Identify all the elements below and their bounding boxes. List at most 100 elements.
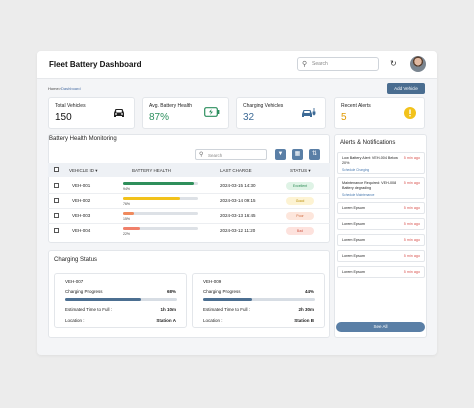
col-vehicle-id[interactable]: VEHICLE ID ▾ [69,168,98,174]
alert-item[interactable]: Lorem Epsum 5 min ago [337,218,425,230]
charging-progress-fill [203,298,253,301]
alert-action-link[interactable]: Schedule Maintenance [342,193,375,197]
row-checkbox[interactable] [54,213,59,218]
columns-button[interactable]: ▦ [292,149,303,160]
health-bar [123,227,198,230]
add-vehicle-button[interactable]: Add Vehicle [387,83,425,94]
alert-text: Lorem Epsum [342,222,365,226]
alert-text: Lorem Epsum [342,254,365,258]
select-all-checkbox[interactable] [54,167,59,172]
health-bar [123,212,198,215]
sort-button[interactable]: ⇅ [309,149,320,160]
alert-action-link[interactable]: Schedule Charging [342,168,370,172]
alerts-title: Alerts & Notifications [340,140,396,146]
kpi-label: Total Vehicles [55,103,86,109]
kpi-value: 87% [149,112,170,123]
health-bar-fill [123,227,140,230]
location-value: Station B [294,318,314,323]
charging-card[interactable]: VEH-009 Charging Progress 44% Estimated … [192,273,325,328]
charging-progress-fill [65,298,142,301]
breadcrumb-home[interactable]: Home [48,86,59,91]
last-charge: 2024-03-15 14:30 [220,183,256,188]
dashboard-window: Fleet Battery Dashboard ⚲ Search ↻ Home>… [37,51,437,355]
col-last-charge[interactable]: LAST CHARGE [220,168,252,173]
table-row[interactable]: VEH-003 15% 2024-03-13 16:45 Poor [48,209,330,224]
est-value: 1h 10m [160,307,176,312]
alert-text: Lorem Epsum [342,238,365,242]
alert-item[interactable]: Low Battery Alert: VEH-004 Below 20% Sch… [337,152,425,174]
est-label: Estimated Time to Full : [65,307,113,312]
location-value: Station A [156,318,176,323]
kpi-charging-vehicles: Charging Vehicles 32 [236,97,326,129]
alert-item[interactable]: Lorem Epsum 5 min ago [337,202,425,214]
row-divider [48,208,330,209]
page-title: Fleet Battery Dashboard [49,60,142,69]
see-all-button[interactable]: See All [336,322,425,332]
grid-icon: ▦ [294,151,301,157]
sort-icon: ⇅ [311,151,318,157]
alert-time: 5 min ago [403,206,420,210]
progress-label: Charging Progress [65,289,103,294]
breadcrumb-separator: > [58,86,62,91]
row-checkbox[interactable] [54,228,59,233]
row-divider [48,193,330,194]
last-charge: 2024-03-14 09:15 [220,198,256,203]
search-placeholder: Search [312,61,328,67]
row-checkbox[interactable] [54,183,59,188]
health-bar-fill [123,182,194,185]
breadcrumb-current: Dashboard [61,86,81,91]
health-bar-fill [123,212,135,215]
sort-down-icon: ▾ [95,168,98,173]
kpi-avg-battery-health: Avg. Battery Health 87% [142,97,229,129]
progress-value: 44% [304,289,314,294]
table-row[interactable]: VEH-002 76% 2024-03-14 09:15 Good [48,194,330,209]
table-search-input[interactable]: ⚲ Search [195,149,267,160]
row-checkbox[interactable] [54,198,59,203]
kpi-value: 150 [55,112,72,123]
table-row[interactable]: VEH-004 22% 2024-03-12 11:20 Bad [48,224,330,239]
last-charge: 2024-03-12 11:20 [220,228,256,233]
sort-down-icon: ▾ [308,168,311,173]
status-badge: Poor [286,212,314,220]
charging-status-title: Charging Status [54,257,98,263]
filter-button[interactable]: ▼ [275,149,286,160]
status-badge: Bad [286,227,314,235]
col-battery-health[interactable]: BATTERY HEALTH [132,168,171,173]
status-badge: Good [286,197,314,205]
breadcrumb: Home>Dashboard [48,86,81,91]
kpi-recent-alerts: Recent Alerts 5 [334,97,425,129]
alert-item[interactable]: Maintenance Required: VEH-008 Battery de… [337,177,425,199]
charging-progress-bar [203,298,315,301]
filter-icon: ▼ [277,151,284,157]
location-label: Location : [203,318,223,323]
health-bar-fill [123,197,180,200]
alert-item[interactable]: Lorem Epsum 5 min ago [337,266,425,278]
car-icon [114,109,124,117]
est-value: 2h 30m [298,307,314,312]
vehicle-id: VEH-002 [72,198,91,203]
vehicle-id: VEH-007 [65,279,84,284]
alert-text: Maintenance Required: VEH-008 Battery de… [342,181,397,190]
top-header: Fleet Battery Dashboard ⚲ Search ↻ [37,51,437,79]
avatar[interactable] [410,56,426,72]
kpi-value: 5 [341,112,347,123]
kpi-label: Avg. Battery Health [149,103,192,109]
alert-time: 5 min ago [403,238,420,242]
kpi-label: Charging Vehicles [243,103,284,109]
search-input[interactable]: ⚲ Search [297,57,379,71]
health-bar [123,182,198,185]
health-percent: 15% [123,217,131,221]
progress-value: 68% [166,289,176,294]
col-status[interactable]: STATUS ▾ [290,168,311,174]
health-percent: 76% [123,202,131,206]
est-label: Estimated Time to Full : [203,307,251,312]
charging-progress-bar [65,298,177,301]
charging-card[interactable]: VEH-007 Charging Progress 68% Estimated … [54,273,187,328]
alert-item[interactable]: Lorem Epsum 5 min ago [337,234,425,246]
search-placeholder: Search [208,153,223,158]
refresh-icon[interactable]: ↻ [390,59,397,68]
warning-icon [404,107,416,119]
table-row[interactable]: VEH-001 94% 2024-03-15 14:30 Excellent [48,179,330,194]
alert-item[interactable]: Lorem Epsum 5 min ago [337,250,425,262]
kpi-value: 32 [243,112,255,123]
